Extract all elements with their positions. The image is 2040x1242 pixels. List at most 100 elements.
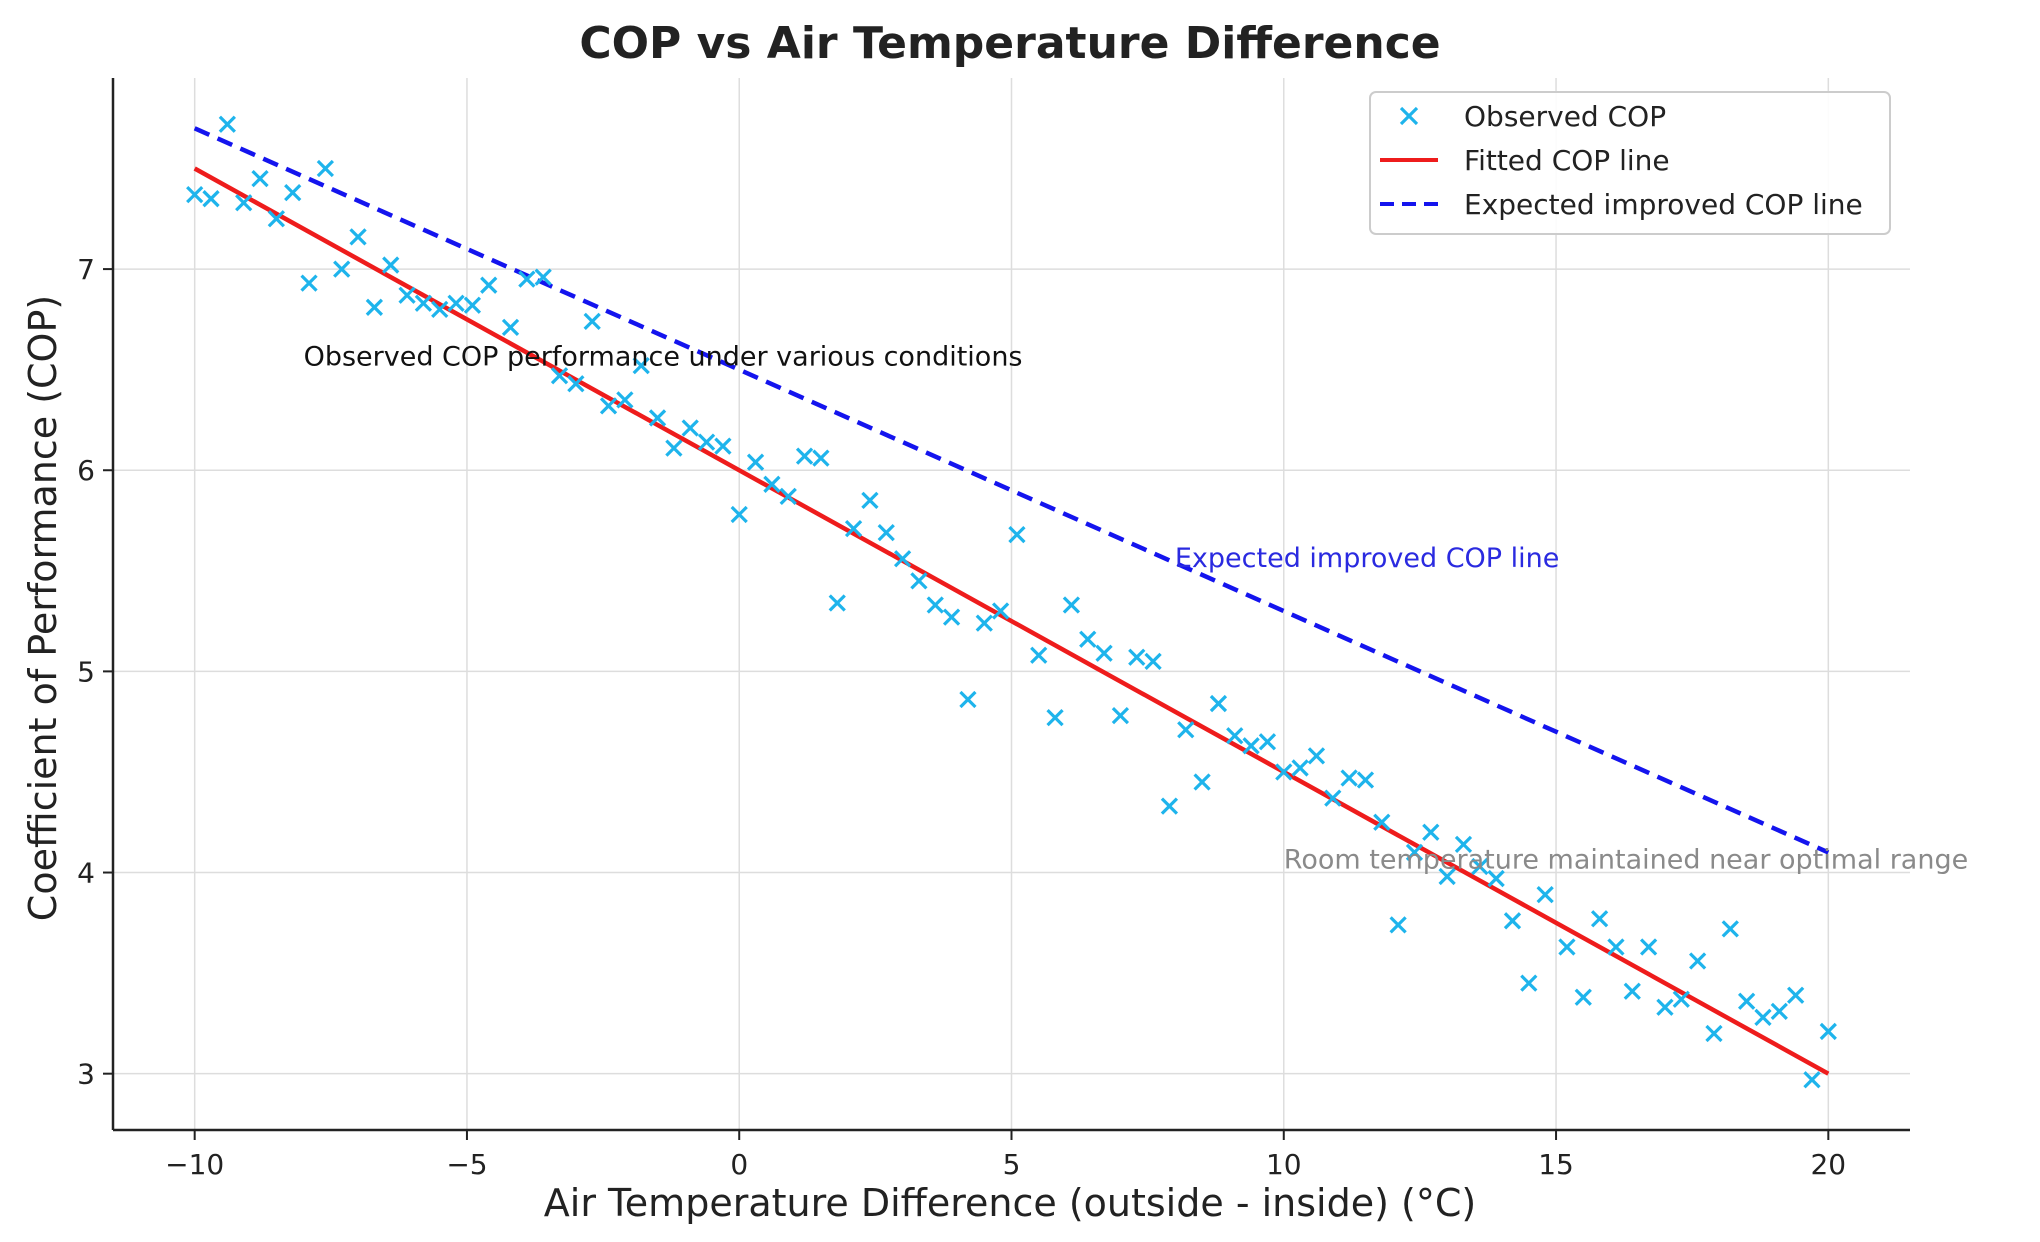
data-point bbox=[812, 449, 830, 467]
data-point bbox=[1062, 596, 1081, 614]
x-tick-label: −5 bbox=[446, 1148, 487, 1181]
data-point bbox=[1672, 990, 1690, 1008]
data-point bbox=[1819, 1022, 1837, 1041]
data-point bbox=[877, 523, 895, 542]
data-point bbox=[1405, 843, 1424, 862]
data-point bbox=[300, 274, 318, 292]
fitted-cop-line bbox=[193, 166, 1830, 1076]
data-point bbox=[186, 186, 204, 204]
data-point bbox=[1242, 737, 1260, 755]
ticks: −10 −5 0 5 10 15 20 3 4 5 6 7 bbox=[77, 253, 1846, 1181]
data-point bbox=[599, 397, 618, 415]
data-point bbox=[1536, 886, 1554, 904]
data-point bbox=[1471, 857, 1489, 876]
data-point bbox=[1787, 986, 1805, 1004]
data-point bbox=[1389, 916, 1407, 934]
data-point bbox=[1688, 952, 1707, 970]
data-point bbox=[316, 159, 335, 178]
data-point bbox=[730, 505, 748, 524]
data-point bbox=[1258, 733, 1277, 751]
y-tick-label: 6 bbox=[77, 454, 95, 487]
data-point bbox=[1160, 797, 1179, 815]
data-point bbox=[333, 260, 351, 278]
data-point bbox=[518, 270, 536, 288]
legend-label-fitted: Fitted COP line bbox=[1464, 144, 1670, 177]
data-point bbox=[1046, 709, 1064, 727]
data-point bbox=[861, 491, 879, 510]
data-point bbox=[1111, 707, 1130, 725]
x-tick-label: 20 bbox=[1810, 1148, 1846, 1181]
data-point bbox=[1487, 869, 1505, 888]
data-point bbox=[795, 447, 814, 465]
x-tick-label: 0 bbox=[730, 1148, 748, 1181]
data-point bbox=[1307, 747, 1326, 765]
data-point bbox=[1095, 644, 1113, 662]
data-point bbox=[1754, 1008, 1772, 1026]
data-point bbox=[480, 276, 498, 294]
data-point bbox=[1275, 763, 1293, 781]
y-tick-label: 4 bbox=[77, 857, 95, 890]
y-tick-label: 3 bbox=[77, 1058, 95, 1091]
data-point bbox=[1209, 694, 1228, 713]
x-tick-label: 15 bbox=[1538, 1148, 1574, 1181]
x-axis-label: Air Temperature Difference (outside - in… bbox=[544, 1181, 1476, 1225]
y-tick-label: 7 bbox=[77, 253, 95, 286]
data-point bbox=[284, 184, 302, 202]
data-point bbox=[1454, 835, 1473, 854]
grid bbox=[113, 78, 1910, 1130]
data-point bbox=[714, 437, 732, 455]
data-point bbox=[991, 602, 1010, 620]
data-point bbox=[746, 453, 765, 471]
data-point bbox=[1373, 813, 1391, 831]
data-point bbox=[779, 487, 797, 506]
data-point bbox=[463, 296, 482, 314]
annotation-expected: Expected improved COP line bbox=[1175, 543, 1560, 574]
data-point bbox=[1422, 823, 1440, 841]
data-point bbox=[349, 228, 367, 246]
data-point bbox=[251, 169, 269, 188]
data-point bbox=[1193, 773, 1211, 791]
data-point bbox=[1558, 938, 1576, 956]
expected-improved-cop-line bbox=[193, 126, 1830, 855]
data-point bbox=[1008, 525, 1026, 544]
data-point bbox=[1520, 974, 1538, 992]
data-point bbox=[616, 391, 634, 409]
data-point bbox=[1590, 910, 1609, 928]
data-point bbox=[1803, 1071, 1821, 1089]
data-point bbox=[414, 294, 433, 312]
data-point bbox=[1340, 769, 1358, 787]
data-point bbox=[648, 409, 667, 427]
data-point bbox=[910, 572, 928, 590]
data-point bbox=[447, 294, 465, 312]
data-point bbox=[1128, 648, 1146, 666]
data-point bbox=[398, 286, 416, 304]
x-tick-label: 5 bbox=[1003, 1148, 1021, 1181]
x-tick-label: 10 bbox=[1266, 1148, 1302, 1181]
data-point bbox=[975, 614, 993, 632]
data-point bbox=[431, 300, 449, 318]
data-point bbox=[583, 312, 601, 331]
data-point bbox=[534, 268, 552, 286]
data-point bbox=[697, 433, 716, 451]
data-point bbox=[681, 419, 699, 437]
data-point bbox=[1291, 759, 1309, 777]
legend-box bbox=[1369, 91, 1891, 235]
data-point bbox=[1177, 721, 1195, 739]
data-point bbox=[1438, 867, 1456, 886]
y-axis-label: Coefficient of Performance (COP) bbox=[21, 295, 65, 921]
data-point bbox=[1144, 652, 1162, 670]
data-point bbox=[567, 375, 585, 393]
data-point bbox=[365, 298, 384, 316]
data-point bbox=[1356, 771, 1375, 789]
data-point bbox=[218, 115, 236, 133]
data-point bbox=[1030, 646, 1048, 664]
data-point bbox=[1639, 938, 1658, 956]
data-point bbox=[1226, 727, 1244, 745]
data-point bbox=[1656, 998, 1674, 1016]
legend-marker-observed bbox=[1399, 106, 1419, 126]
y-tick-label: 5 bbox=[77, 655, 95, 688]
legend-label-observed: Observed COP bbox=[1464, 100, 1666, 133]
data-point bbox=[942, 608, 961, 626]
annotation-room-temperature: Room temperature maintained near optimal… bbox=[1284, 845, 1968, 876]
data-point bbox=[267, 210, 285, 228]
